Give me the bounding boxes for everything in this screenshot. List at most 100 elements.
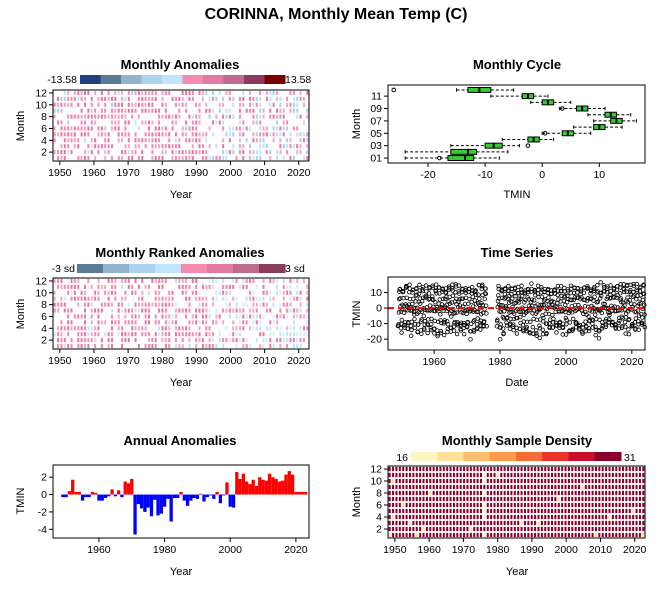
heat-cell [188, 326, 191, 331]
heat-cell [198, 114, 201, 119]
heat-cell [608, 526, 611, 532]
heat-cell [550, 484, 554, 490]
heat-cell [402, 532, 405, 538]
heat-cell [70, 326, 73, 331]
heat-cell [262, 314, 265, 319]
heat-cell [83, 332, 87, 337]
heat-cell [513, 466, 516, 472]
heat-cell [611, 496, 614, 502]
heat-cell [479, 520, 483, 526]
heat-cell [571, 466, 574, 472]
heat-cell [265, 132, 268, 137]
heat-cell [104, 132, 107, 137]
bar [156, 494, 160, 516]
heat-cell [611, 520, 614, 526]
heat-cell [114, 284, 117, 289]
heat-cell [114, 320, 117, 325]
heat-cell [442, 478, 445, 484]
heat-cell [141, 138, 144, 143]
heat-cell [574, 472, 577, 478]
heat-cell [259, 126, 262, 131]
heat-cell [259, 296, 262, 301]
heat-cell [83, 150, 87, 155]
heat-cell [439, 472, 442, 478]
heat-cell [503, 484, 506, 490]
heat-cell [571, 502, 574, 508]
heat-cell [90, 126, 93, 131]
heat-cell [608, 532, 611, 538]
heat-cell [625, 478, 628, 484]
heat-cell [80, 343, 83, 349]
bar [153, 494, 157, 500]
heat-cell [459, 514, 462, 520]
heat-cell [584, 478, 587, 484]
heat-cell [601, 466, 604, 472]
data-point [514, 331, 520, 336]
heat-cell [171, 296, 174, 301]
heat-cell [87, 90, 90, 96]
heat-cell [456, 508, 459, 514]
heat-cell [523, 508, 526, 514]
heat-cell [578, 532, 581, 538]
heat-cell [540, 496, 543, 502]
legend-swatch [77, 264, 104, 273]
heat-cell [517, 484, 520, 490]
heat-cell [507, 520, 510, 526]
heat-cell [60, 102, 63, 107]
heat-cell [296, 296, 299, 301]
heat-cell [513, 502, 516, 508]
heat-cell [405, 526, 408, 532]
heat-cell [252, 290, 255, 295]
heat-cell [601, 514, 604, 520]
heat-cell [628, 502, 631, 508]
heat-cell [479, 466, 483, 472]
heat-cell [215, 144, 218, 149]
y-tick-label: 12 [35, 87, 47, 99]
heat-cell [279, 343, 282, 349]
data-point [482, 296, 487, 302]
heat-cell [395, 514, 398, 520]
data-point [526, 289, 531, 295]
heat-cell [211, 320, 215, 325]
heat-cell [517, 526, 520, 532]
heat-cell [564, 478, 567, 484]
heat-cell [429, 484, 432, 490]
heat-cell [252, 132, 255, 137]
heat-cell [292, 320, 295, 325]
data-point [496, 283, 501, 289]
heat-cell [503, 472, 506, 478]
heat-cell [158, 302, 161, 307]
heat-cell [249, 155, 252, 161]
heat-cell [632, 532, 635, 538]
heat-cell [195, 290, 198, 295]
heat-cell [292, 102, 295, 107]
heat-cell [154, 320, 157, 325]
panel-title: Annual Anomalies [124, 433, 237, 448]
heat-cell [588, 508, 591, 514]
heat-cell [164, 90, 167, 96]
heat-cell [97, 132, 100, 137]
heat-cell [137, 126, 140, 131]
heat-cell [473, 502, 476, 508]
heat-cell [557, 490, 560, 496]
heat-cell [286, 144, 289, 149]
heat-cell [520, 472, 523, 478]
heat-cell [252, 296, 255, 301]
x-tick-label: 1980 [153, 544, 177, 556]
heat-cell [625, 508, 628, 514]
heat-cell [632, 478, 635, 484]
heat-cell [117, 314, 120, 319]
heat-cell [628, 520, 631, 526]
bar [100, 494, 104, 501]
heat-cell [63, 96, 66, 101]
heat-cell [100, 96, 103, 101]
heat-cell [178, 343, 181, 349]
heat-cell [134, 108, 137, 113]
heat-cell [442, 514, 445, 520]
legend-swatch [162, 75, 183, 84]
heat-cell [238, 120, 241, 125]
heat-cell [412, 478, 415, 484]
data-point [397, 286, 403, 292]
heat-cell [60, 332, 63, 337]
heat-cell [279, 308, 282, 313]
